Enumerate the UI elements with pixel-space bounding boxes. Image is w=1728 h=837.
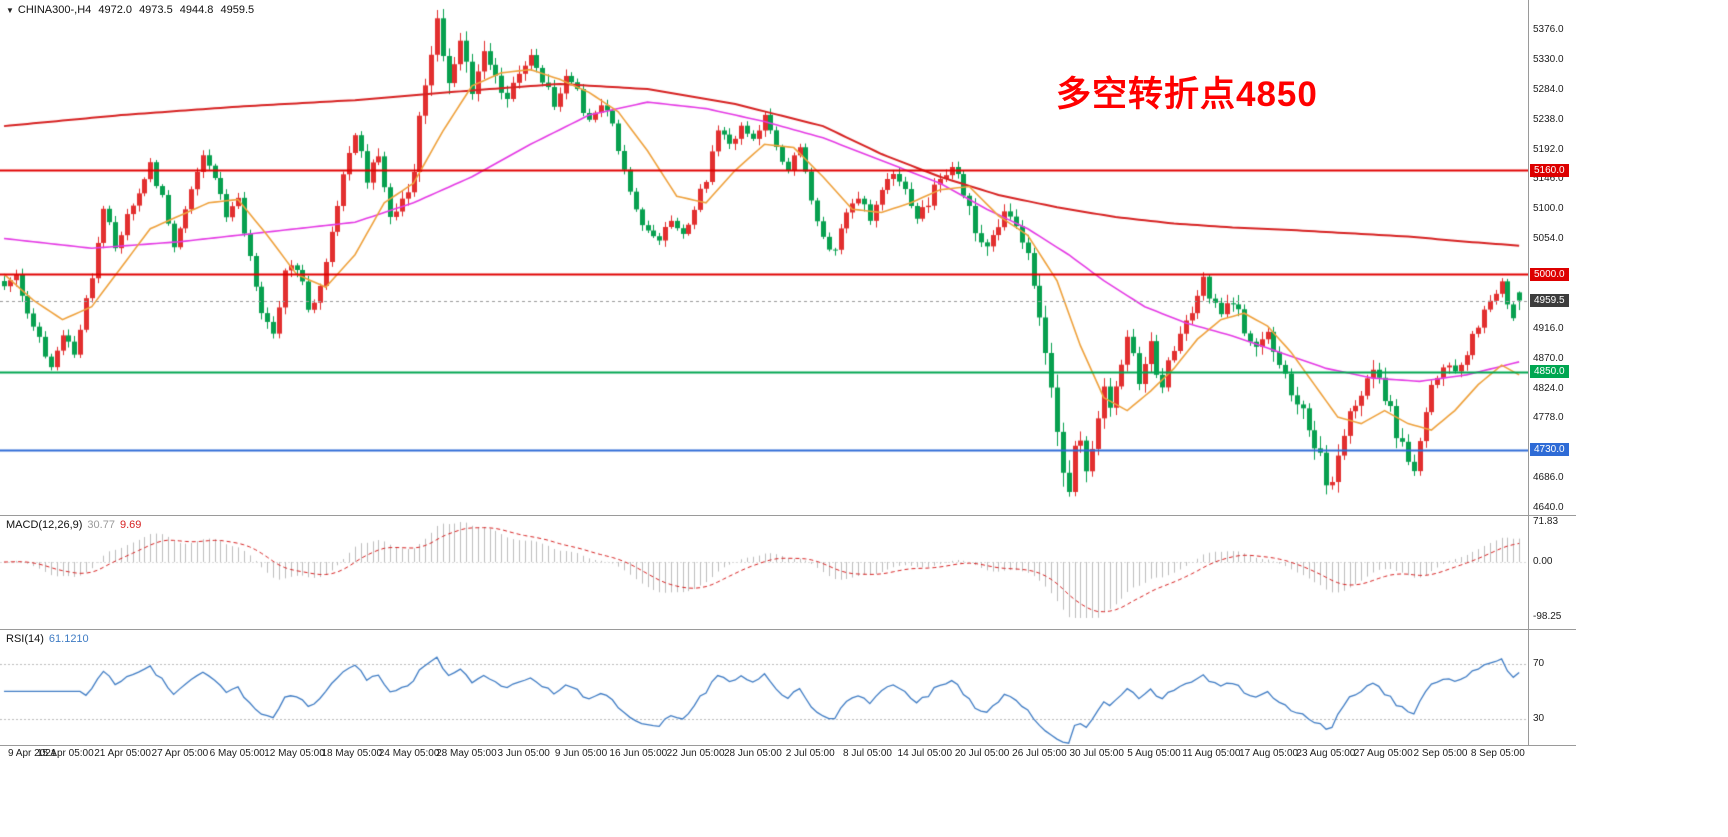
time-label: 9 Apr 2021 (8, 748, 57, 759)
time-label: 16 Jun 05:00 (609, 748, 668, 759)
price-scale-divider (1528, 0, 1529, 746)
macd-main-value: 30.77 (87, 519, 115, 531)
time-label: 30 Jul 05:00 (1069, 748, 1124, 759)
price-level-badge-resistance-5000: 5000.0 (1530, 267, 1569, 281)
rsi-name: RSI(14) (6, 633, 44, 645)
time-label: 23 Aug 05:00 (1296, 748, 1356, 759)
time-axis[interactable]: 9 Apr 2021 15 Apr 05:00 21 Apr 05:00 27 Apr… (0, 748, 1576, 764)
price-tick: 5100.0 (1533, 203, 1564, 215)
price-tick: 5284.0 (1533, 83, 1564, 95)
price-tick: 5146.0 (1533, 173, 1564, 185)
symbol-name: CHINA300-,H4 (17, 4, 92, 16)
price-tick: 4824.0 (1533, 382, 1564, 394)
time-label: 15 Apr 05:00 (36, 748, 94, 759)
time-label: 27 Apr 05:00 (151, 748, 209, 759)
macd-signal-value: 9.69 (119, 519, 142, 531)
price-tick: 4916.0 (1533, 322, 1564, 334)
time-label: 9 Jun 05:00 (554, 748, 608, 759)
time-label: 21 Apr 05:00 (94, 748, 151, 759)
time-label: 11 Aug 05:00 (1182, 748, 1241, 759)
time-label: 26 Jul 05:00 (1012, 748, 1067, 759)
price-tick: 5330.0 (1533, 53, 1564, 65)
time-label: 8 Sep 05:00 (1470, 748, 1525, 759)
rsi-panel: RSI(14) 61.1210 (0, 630, 1576, 746)
time-label: 2 Jul 05:00 (785, 748, 835, 759)
macd-axis-label: -98.25 (1533, 611, 1562, 623)
rsi-axis-label: 70 (1533, 658, 1545, 670)
price-tick: 4640.0 (1533, 502, 1564, 514)
price-scale[interactable]: 5376.0 5330.0 5284.0 5238.0 5192.0 5146.0 5100… (1529, 0, 1599, 746)
rsi-axis-label: 30 (1533, 712, 1545, 724)
price-chart-canvas[interactable] (0, 0, 1528, 515)
quote-line: ▼ CHINA300-,H4 4972.0 4973.5 4944.8 4959.… (6, 4, 258, 16)
price-tick: 5192.0 (1533, 143, 1564, 155)
time-label: 17 Aug 05:00 (1239, 748, 1299, 759)
price-tick: 4870.0 (1533, 352, 1564, 364)
time-label: 6 May 05:00 (209, 748, 265, 759)
time-label: 5 Aug 05:00 (1127, 748, 1181, 759)
symbol-marker-icon[interactable]: ▼ (6, 6, 14, 15)
time-label: 18 May 05:00 (321, 748, 383, 759)
time-label: 28 May 05:00 (436, 748, 497, 759)
time-label: 2 Sep 05:00 (1413, 748, 1468, 759)
time-label: 20 Jul 05:00 (954, 748, 1010, 759)
price-tick: 5376.0 (1533, 24, 1564, 35)
time-label: 22 Jun 05:00 (666, 748, 725, 759)
quote-open: 4972.0 (98, 4, 132, 16)
price-panel: ▼ CHINA300-,H4 4972.0 4973.5 4944.8 4959.… (0, 0, 1576, 516)
time-label: 24 May 05:00 (378, 748, 440, 759)
macd-axis-label: 0.00 (1533, 556, 1553, 567)
time-label: 27 Aug 05:00 (1353, 748, 1413, 759)
macd-name: MACD(12,26,9) (6, 519, 83, 531)
quote-high: 4973.5 (139, 4, 173, 16)
time-label: 3 Jun 05:00 (497, 748, 550, 759)
time-label: 14 Jul 05:00 (897, 748, 953, 759)
price-level-badge-resistance-5160: 5160.0 (1530, 163, 1569, 177)
time-label: 12 May 05:00 (264, 748, 325, 759)
trend-annotation: 多空转折点4850 (1056, 75, 1318, 114)
rsi-value: 61.1210 (48, 633, 89, 645)
rsi-label: RSI(14) 61.1210 (6, 633, 94, 645)
price-level-badge-pivot-4850: 4850.0 (1530, 365, 1569, 379)
quote-close: 4959.5 (220, 4, 255, 16)
rsi-canvas[interactable] (0, 630, 1528, 745)
time-label: 28 Jun 05:00 (723, 748, 782, 759)
price-level-badge-current-price: 4959.5 (1530, 294, 1569, 308)
quote-low: 4944.8 (179, 4, 214, 16)
macd-panel: MACD(12,26,9) 30.77 9.69 (0, 516, 1576, 630)
price-tick: 5238.0 (1533, 113, 1564, 125)
price-tick: 4778.0 (1533, 412, 1564, 424)
price-tick: 5054.0 (1533, 233, 1564, 245)
price-level-badge-support-4730: 4730.0 (1530, 443, 1569, 457)
macd-canvas[interactable] (0, 516, 1528, 629)
time-label: 8 Jul 05:00 (843, 748, 892, 759)
price-tick: 4686.0 (1533, 472, 1564, 484)
macd-axis-label: 71.83 (1533, 515, 1559, 527)
macd-label: MACD(12,26,9) 30.77 9.69 (6, 519, 146, 531)
